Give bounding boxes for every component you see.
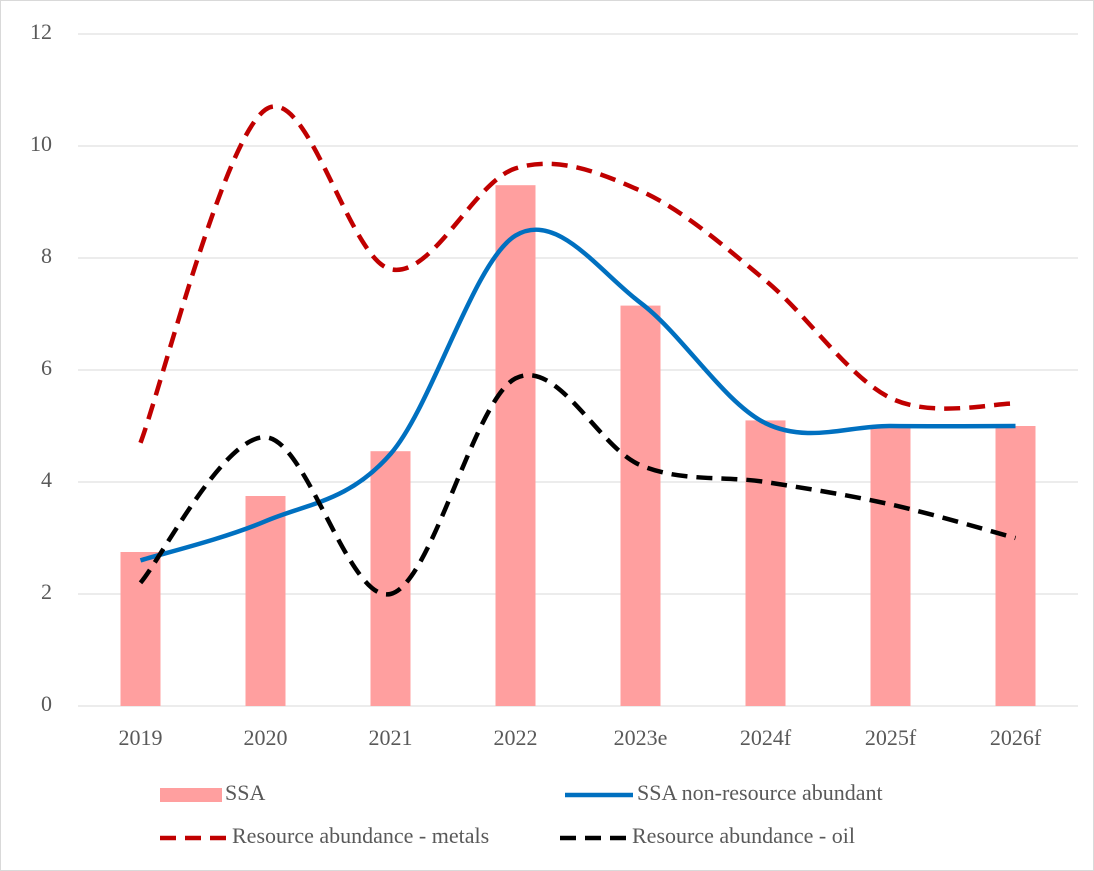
x-tick-label: 2022 (494, 725, 538, 750)
bar (870, 426, 911, 706)
y-tick-label: 10 (30, 131, 52, 156)
legend-label: Resource abundance - oil (632, 823, 855, 848)
y-tick-label: 4 (41, 467, 52, 492)
line (138, 104, 1016, 444)
bar (495, 185, 536, 706)
y-tick-label: 2 (41, 579, 52, 604)
x-tick-label: 2024f (740, 725, 792, 750)
y-tick-label: 0 (41, 691, 52, 716)
legend-label: SSA (225, 780, 265, 805)
bar (745, 420, 786, 706)
x-tick-label: 2025f (865, 725, 917, 750)
line (139, 227, 1016, 563)
x-tick-label: 2020 (244, 725, 288, 750)
line (138, 373, 1017, 597)
bar (370, 451, 411, 706)
x-tick-label: 2023e (614, 725, 668, 750)
legend-label: SSA non-resource abundant (637, 780, 883, 805)
bar (620, 305, 661, 706)
x-tick-label: 2019 (119, 725, 163, 750)
bar (120, 552, 161, 706)
y-tick-label: 12 (30, 19, 52, 44)
legend-label: Resource abundance - metals (232, 823, 489, 848)
bar (995, 426, 1036, 706)
bar (245, 496, 286, 706)
y-tick-label: 8 (41, 243, 52, 268)
x-tick-label: 2021 (369, 725, 413, 750)
y-tick-label: 6 (41, 355, 52, 380)
legend-swatch (160, 788, 222, 802)
x-tick-label: 2026f (990, 725, 1042, 750)
